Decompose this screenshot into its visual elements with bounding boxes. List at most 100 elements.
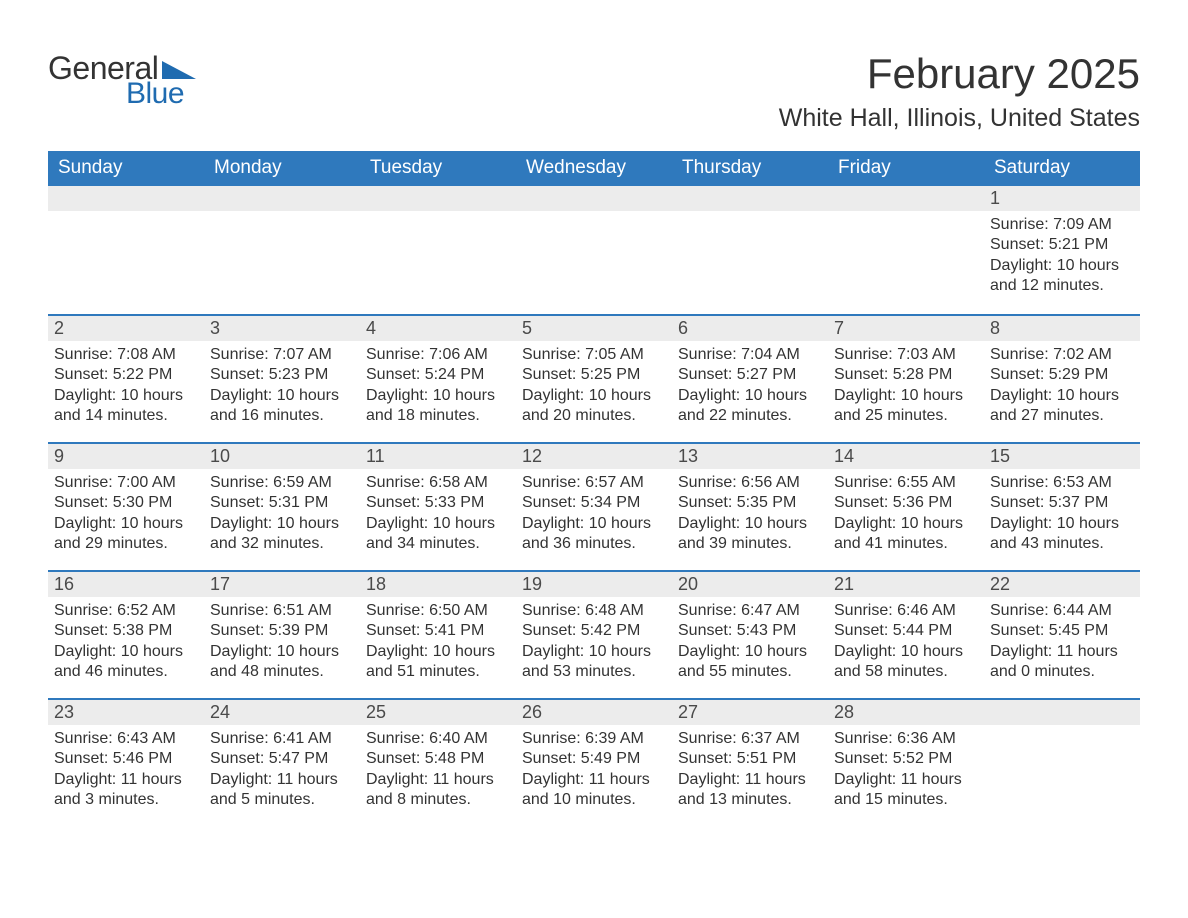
- calendar-day-cell: 18Sunrise: 6:50 AMSunset: 5:41 PMDayligh…: [360, 570, 516, 698]
- day-number-bar: 1: [984, 186, 1140, 211]
- calendar-empty-cell: [516, 186, 672, 314]
- sunset-line: Sunset: 5:39 PM: [210, 621, 354, 641]
- day-number-bar: 28: [828, 698, 984, 725]
- day-number-bar: [828, 186, 984, 211]
- calendar-day-cell: 24Sunrise: 6:41 AMSunset: 5:47 PMDayligh…: [204, 698, 360, 826]
- sunrise-line: Sunrise: 7:02 AM: [990, 345, 1134, 365]
- calendar-empty-cell: [360, 186, 516, 314]
- sunset-line: Sunset: 5:46 PM: [54, 749, 198, 769]
- calendar-day-cell: 22Sunrise: 6:44 AMSunset: 5:45 PMDayligh…: [984, 570, 1140, 698]
- daylight-line: Daylight: 10 hours and 20 minutes.: [522, 386, 666, 427]
- calendar-week-row: 2Sunrise: 7:08 AMSunset: 5:22 PMDaylight…: [48, 314, 1140, 442]
- calendar-empty-cell: [984, 698, 1140, 826]
- logo-text-blue: Blue: [126, 77, 196, 111]
- daylight-line: Daylight: 11 hours and 0 minutes.: [990, 642, 1134, 683]
- calendar-week-row: 23Sunrise: 6:43 AMSunset: 5:46 PMDayligh…: [48, 698, 1140, 826]
- weekday-header: Wednesday: [516, 151, 672, 186]
- daylight-line: Daylight: 10 hours and 46 minutes.: [54, 642, 198, 683]
- sunset-line: Sunset: 5:44 PM: [834, 621, 978, 641]
- calendar-day-cell: 21Sunrise: 6:46 AMSunset: 5:44 PMDayligh…: [828, 570, 984, 698]
- day-details: Sunrise: 7:03 AMSunset: 5:28 PMDaylight:…: [828, 341, 984, 433]
- day-details: Sunrise: 7:09 AMSunset: 5:21 PMDaylight:…: [984, 211, 1140, 303]
- sunset-line: Sunset: 5:23 PM: [210, 365, 354, 385]
- calendar-day-cell: 15Sunrise: 6:53 AMSunset: 5:37 PMDayligh…: [984, 442, 1140, 570]
- weekday-header: Sunday: [48, 151, 204, 186]
- calendar-body: 1Sunrise: 7:09 AMSunset: 5:21 PMDaylight…: [48, 186, 1140, 826]
- day-number-bar: 12: [516, 442, 672, 469]
- sunrise-line: Sunrise: 7:04 AM: [678, 345, 822, 365]
- day-details: Sunrise: 6:39 AMSunset: 5:49 PMDaylight:…: [516, 725, 672, 817]
- calendar-day-cell: 7Sunrise: 7:03 AMSunset: 5:28 PMDaylight…: [828, 314, 984, 442]
- day-number-bar: 9: [48, 442, 204, 469]
- day-details: Sunrise: 6:43 AMSunset: 5:46 PMDaylight:…: [48, 725, 204, 817]
- day-details: Sunrise: 7:00 AMSunset: 5:30 PMDaylight:…: [48, 469, 204, 561]
- daylight-line: Daylight: 10 hours and 51 minutes.: [366, 642, 510, 683]
- day-details: Sunrise: 6:37 AMSunset: 5:51 PMDaylight:…: [672, 725, 828, 817]
- page-header: General Blue February 2025 White Hall, I…: [48, 50, 1140, 133]
- calendar-day-cell: 26Sunrise: 6:39 AMSunset: 5:49 PMDayligh…: [516, 698, 672, 826]
- daylight-line: Daylight: 10 hours and 36 minutes.: [522, 514, 666, 555]
- calendar-day-cell: 25Sunrise: 6:40 AMSunset: 5:48 PMDayligh…: [360, 698, 516, 826]
- day-details: Sunrise: 6:48 AMSunset: 5:42 PMDaylight:…: [516, 597, 672, 689]
- day-number-bar: 6: [672, 314, 828, 341]
- sunset-line: Sunset: 5:27 PM: [678, 365, 822, 385]
- daylight-line: Daylight: 10 hours and 34 minutes.: [366, 514, 510, 555]
- day-number-bar: 23: [48, 698, 204, 725]
- calendar-day-cell: 6Sunrise: 7:04 AMSunset: 5:27 PMDaylight…: [672, 314, 828, 442]
- day-number-bar: 26: [516, 698, 672, 725]
- sunset-line: Sunset: 5:24 PM: [366, 365, 510, 385]
- sunset-line: Sunset: 5:29 PM: [990, 365, 1134, 385]
- sunrise-line: Sunrise: 7:07 AM: [210, 345, 354, 365]
- day-number-bar: 8: [984, 314, 1140, 341]
- daylight-line: Daylight: 10 hours and 41 minutes.: [834, 514, 978, 555]
- day-details: Sunrise: 6:58 AMSunset: 5:33 PMDaylight:…: [360, 469, 516, 561]
- sunrise-line: Sunrise: 7:03 AM: [834, 345, 978, 365]
- day-number-bar: [204, 186, 360, 211]
- sunset-line: Sunset: 5:33 PM: [366, 493, 510, 513]
- daylight-line: Daylight: 10 hours and 25 minutes.: [834, 386, 978, 427]
- sunrise-line: Sunrise: 6:44 AM: [990, 601, 1134, 621]
- calendar-empty-cell: [48, 186, 204, 314]
- sunrise-line: Sunrise: 6:47 AM: [678, 601, 822, 621]
- calendar-day-cell: 23Sunrise: 6:43 AMSunset: 5:46 PMDayligh…: [48, 698, 204, 826]
- day-number-bar: 5: [516, 314, 672, 341]
- sunrise-line: Sunrise: 6:50 AM: [366, 601, 510, 621]
- month-title: February 2025: [779, 50, 1140, 98]
- day-number-bar: 3: [204, 314, 360, 341]
- calendar-day-cell: 12Sunrise: 6:57 AMSunset: 5:34 PMDayligh…: [516, 442, 672, 570]
- day-details: Sunrise: 6:41 AMSunset: 5:47 PMDaylight:…: [204, 725, 360, 817]
- sunrise-line: Sunrise: 6:41 AM: [210, 729, 354, 749]
- day-number-bar: 15: [984, 442, 1140, 469]
- day-number-bar: 20: [672, 570, 828, 597]
- day-number-bar: 14: [828, 442, 984, 469]
- sunset-line: Sunset: 5:25 PM: [522, 365, 666, 385]
- sunrise-line: Sunrise: 6:59 AM: [210, 473, 354, 493]
- day-details: Sunrise: 7:05 AMSunset: 5:25 PMDaylight:…: [516, 341, 672, 433]
- day-details: Sunrise: 7:08 AMSunset: 5:22 PMDaylight:…: [48, 341, 204, 433]
- daylight-line: Daylight: 10 hours and 32 minutes.: [210, 514, 354, 555]
- sunset-line: Sunset: 5:37 PM: [990, 493, 1134, 513]
- sunrise-line: Sunrise: 6:51 AM: [210, 601, 354, 621]
- day-number-bar: 13: [672, 442, 828, 469]
- day-number-bar: 2: [48, 314, 204, 341]
- weekday-header: Thursday: [672, 151, 828, 186]
- daylight-line: Daylight: 10 hours and 43 minutes.: [990, 514, 1134, 555]
- title-block: February 2025 White Hall, Illinois, Unit…: [779, 50, 1140, 133]
- day-details: Sunrise: 6:56 AMSunset: 5:35 PMDaylight:…: [672, 469, 828, 561]
- calendar-week-row: 1Sunrise: 7:09 AMSunset: 5:21 PMDaylight…: [48, 186, 1140, 314]
- day-number-bar: [984, 698, 1140, 725]
- logo: General Blue: [48, 50, 196, 111]
- daylight-line: Daylight: 10 hours and 55 minutes.: [678, 642, 822, 683]
- daylight-line: Daylight: 11 hours and 3 minutes.: [54, 770, 198, 811]
- day-details: Sunrise: 6:40 AMSunset: 5:48 PMDaylight:…: [360, 725, 516, 817]
- day-number-bar: 4: [360, 314, 516, 341]
- sunset-line: Sunset: 5:49 PM: [522, 749, 666, 769]
- calendar-day-cell: 8Sunrise: 7:02 AMSunset: 5:29 PMDaylight…: [984, 314, 1140, 442]
- daylight-line: Daylight: 11 hours and 15 minutes.: [834, 770, 978, 811]
- day-details: Sunrise: 6:36 AMSunset: 5:52 PMDaylight:…: [828, 725, 984, 817]
- day-number-bar: [48, 186, 204, 211]
- sunset-line: Sunset: 5:45 PM: [990, 621, 1134, 641]
- sunset-line: Sunset: 5:48 PM: [366, 749, 510, 769]
- sunset-line: Sunset: 5:30 PM: [54, 493, 198, 513]
- sunrise-line: Sunrise: 7:00 AM: [54, 473, 198, 493]
